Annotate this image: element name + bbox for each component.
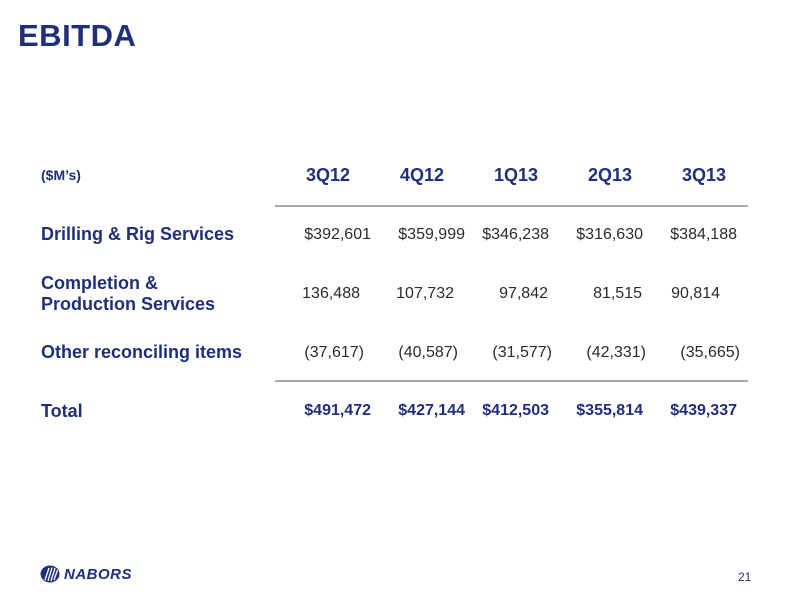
cell-total-3q13: $439,337 xyxy=(670,402,737,419)
cell-total-2q13: $355,814 xyxy=(576,402,643,419)
cell-completion-1q13: 97,842 xyxy=(499,285,548,302)
cell-other-3q13: (35,665) xyxy=(680,344,740,361)
cell-other-3q12: (37,617) xyxy=(304,344,364,361)
column-header-2q13: 2Q13 xyxy=(587,165,633,185)
cell-total-4q12: $427,144 xyxy=(398,402,465,419)
cell-completion-3q12: 136,488 xyxy=(302,285,360,302)
cell-completion-2q13: 81,515 xyxy=(593,285,642,302)
cell-completion-3q13: 90,814 xyxy=(671,285,720,302)
nabors-logo: NABORS xyxy=(40,565,132,583)
row-label-line-2: Production Services xyxy=(41,294,216,314)
cell-other-4q12: (40,587) xyxy=(398,344,458,361)
nabors-logo-icon xyxy=(40,565,60,583)
page-number: 21 xyxy=(738,570,752,584)
cell-other-1q13: (31,577) xyxy=(492,344,552,361)
row-label-total: Total xyxy=(41,401,83,421)
cell-other-2q13: (42,331) xyxy=(586,344,646,361)
cell-total-1q13: $412,503 xyxy=(482,402,549,419)
slide-title: EBITDA xyxy=(18,18,137,53)
row-label-completion-production-services: Completion & Production Services xyxy=(41,273,215,315)
header-divider xyxy=(275,205,748,207)
cell-drilling-2q13: $316,630 xyxy=(576,226,643,243)
column-header-3q12: 3Q12 xyxy=(305,165,351,185)
cell-drilling-1q13: $346,238 xyxy=(482,226,549,243)
column-header-3q13: 3Q13 xyxy=(681,165,727,185)
cell-total-3q12: $491,472 xyxy=(304,402,371,419)
cell-completion-4q12: 107,732 xyxy=(396,285,454,302)
column-header-4q12: 4Q12 xyxy=(399,165,445,185)
nabors-logo-text: NABORS xyxy=(64,565,133,583)
units-label: ($M’s) xyxy=(41,167,81,183)
column-header-1q13: 1Q13 xyxy=(493,165,539,185)
cell-drilling-3q13: $384,188 xyxy=(670,226,737,243)
cell-drilling-3q12: $392,601 xyxy=(304,226,371,243)
row-label-line-1: Completion & xyxy=(41,273,158,293)
row-label-other-reconciling-items: Other reconciling items xyxy=(41,342,243,362)
cell-drilling-4q12: $359,999 xyxy=(398,226,465,243)
total-divider xyxy=(275,380,748,382)
row-label-drilling-rig-services: Drilling & Rig Services xyxy=(41,224,235,244)
